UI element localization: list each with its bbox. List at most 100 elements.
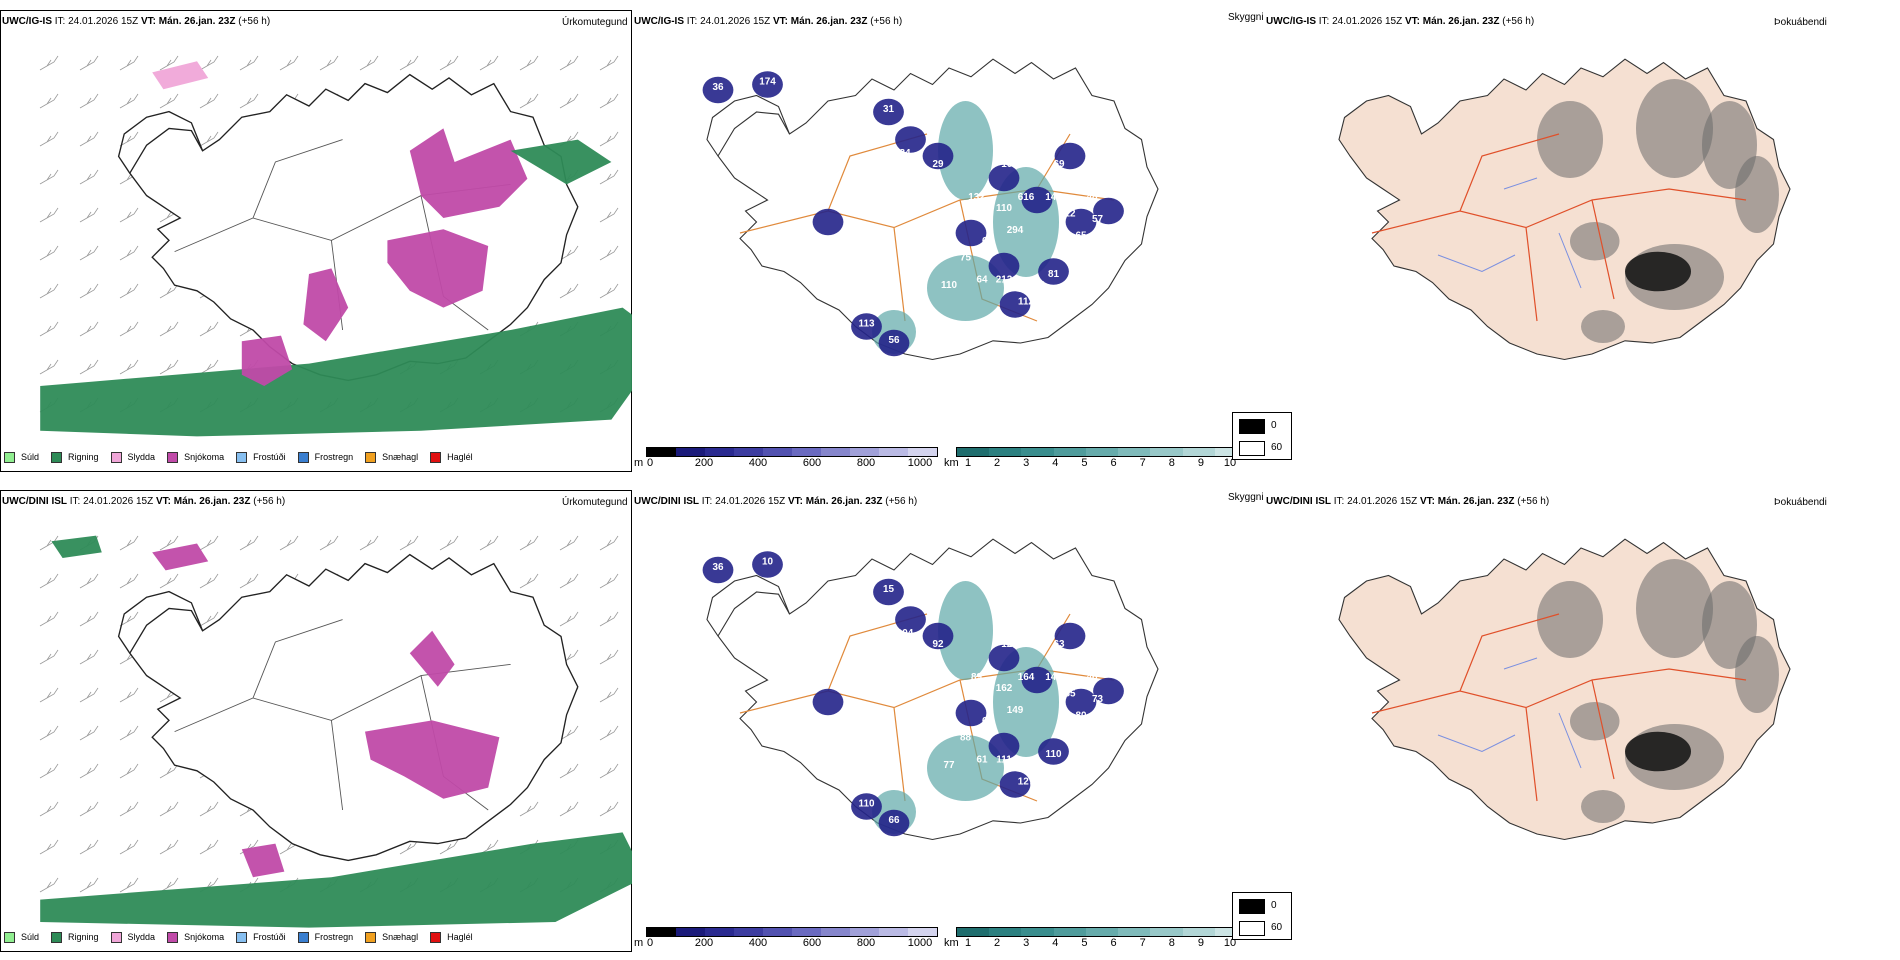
legend-swatch [51, 451, 63, 463]
visibility-value: 174 [759, 77, 776, 88]
cloud-base-area [922, 142, 954, 170]
wind-barb [79, 725, 99, 741]
wind-barb [119, 725, 139, 741]
cloud-base-area [988, 252, 1020, 280]
colorbar-tick: 600 [802, 937, 822, 949]
legend-label: Súld [21, 932, 40, 942]
cloud-base-area [999, 771, 1031, 798]
wind-barb [439, 55, 459, 71]
wind-barb [119, 573, 139, 589]
visibility-value: 87 [696, 110, 708, 121]
colorbar-tick: 5 [1081, 457, 1088, 469]
visibility-value: 113 [859, 319, 875, 330]
wind-barb [79, 359, 99, 375]
fog-legend-swatch [1239, 921, 1265, 936]
visibility-panel: UWC/DINI ISL IT: 24.01.2026 15Z VT: Mán.… [634, 490, 1266, 960]
visibility-value: 84 [877, 132, 889, 143]
colorbar-tick: 6 [1110, 457, 1117, 469]
colorbar-tick: 0 [646, 937, 654, 949]
low-visibility-area [938, 101, 993, 200]
colorbar-gradient [646, 927, 938, 937]
vt-label: VT: [1404, 16, 1420, 27]
it-label: IT: [1333, 496, 1345, 507]
vt-label: VT: [772, 16, 788, 27]
map-frame [0, 10, 632, 472]
colorbar-tick: 2 [994, 457, 1001, 469]
colorbar-tick: 400 [748, 457, 768, 469]
iceland-outline [1338, 58, 1791, 361]
cloud-base-area [1093, 197, 1124, 225]
visibility-panel: UWC/IG-IS IT: 24.01.2026 15Z VT: Mán. 26… [634, 10, 1266, 480]
wind-barb [39, 283, 59, 299]
fog-area [1570, 702, 1620, 741]
colorbar-tick: 8 [1168, 457, 1175, 469]
visibility-value: 123 [1001, 639, 1018, 650]
legend-swatch [365, 931, 377, 943]
colorbar-tick: 2 [994, 937, 1001, 949]
cloud-base-area [812, 208, 844, 236]
visibility-value: 56 [888, 335, 900, 346]
legend-swatch [236, 451, 248, 463]
visibility-value: 84 [899, 148, 911, 159]
colorbar-tick: 3 [1023, 457, 1030, 469]
wind-barb [39, 93, 59, 109]
wind-barb [39, 573, 59, 589]
colorbar-tick: 3 [1023, 937, 1030, 949]
lead-time: (+56 h) [238, 16, 271, 27]
wind-barb [159, 359, 179, 375]
wind-barb [119, 207, 139, 223]
wind-barb [599, 169, 619, 185]
fog-legend-label: 60 [1271, 922, 1283, 933]
legend-swatch [167, 931, 179, 943]
visibility-value: 32 [932, 192, 944, 203]
colorbar-tick: 1000 [907, 457, 933, 469]
visibility-value: 110 [996, 203, 1012, 214]
panel-header: UWC/IG-IS IT: 24.01.2026 15Z VT: Mán. 26… [2, 16, 270, 27]
vt-label: VT: [155, 496, 171, 507]
wind-barb [119, 321, 139, 337]
it-label: IT: [1318, 16, 1330, 27]
colorbar-tick: 5 [1081, 937, 1088, 949]
visibility-value: 64 [976, 275, 988, 286]
colorbar-gradient [956, 927, 1248, 937]
wind-barb [79, 839, 99, 855]
wind-barb [599, 283, 619, 299]
legend-item: Frostúði [236, 931, 286, 943]
legend-item: Slydda [110, 931, 155, 943]
wind-barb [199, 55, 219, 71]
cloud-base-area [1093, 677, 1124, 705]
colorbar-tick: 9 [1197, 457, 1204, 469]
colorbar-tick: 10 [1223, 937, 1237, 949]
fog-legend-swatch [1239, 899, 1265, 914]
vt-value: Mán. 26.jan. 23Z [173, 496, 251, 507]
wind-barb [599, 131, 619, 147]
wind-barb [599, 207, 619, 223]
legend-label: Súld [21, 452, 40, 462]
wind-barb [559, 245, 579, 261]
visibility-value: 69 [1053, 159, 1065, 170]
fog-indicator-panel: UWC/DINI ISL IT: 24.01.2026 15Z VT: Mán.… [1232, 490, 1900, 960]
legend-item: Súld [4, 931, 40, 943]
wind-barb [79, 801, 99, 817]
colorbar-unit: m [634, 937, 644, 949]
cloud-base-area [895, 126, 926, 153]
fog-area [1636, 79, 1713, 178]
colorbar-tick: 10 [1223, 457, 1237, 469]
colorbar-tick: 4 [1052, 457, 1059, 469]
precip-area [409, 128, 528, 218]
wind-barb [199, 611, 219, 627]
legend-item: Frostúði [236, 451, 286, 463]
wind-barb [479, 55, 499, 71]
fog-core [1625, 251, 1691, 292]
fog-area [1735, 636, 1779, 713]
fog-legend-swatch [1239, 441, 1265, 456]
wind-barb [599, 611, 619, 627]
wind-barb [119, 55, 139, 71]
visibility-value: 51 [921, 826, 933, 837]
fog-area [1537, 101, 1603, 178]
legend-label: Frostúði [253, 452, 286, 462]
wind-barb [519, 55, 539, 71]
wind-barb [599, 535, 619, 551]
colorbar-tick: 400 [748, 937, 768, 949]
wind-barb [199, 359, 219, 375]
